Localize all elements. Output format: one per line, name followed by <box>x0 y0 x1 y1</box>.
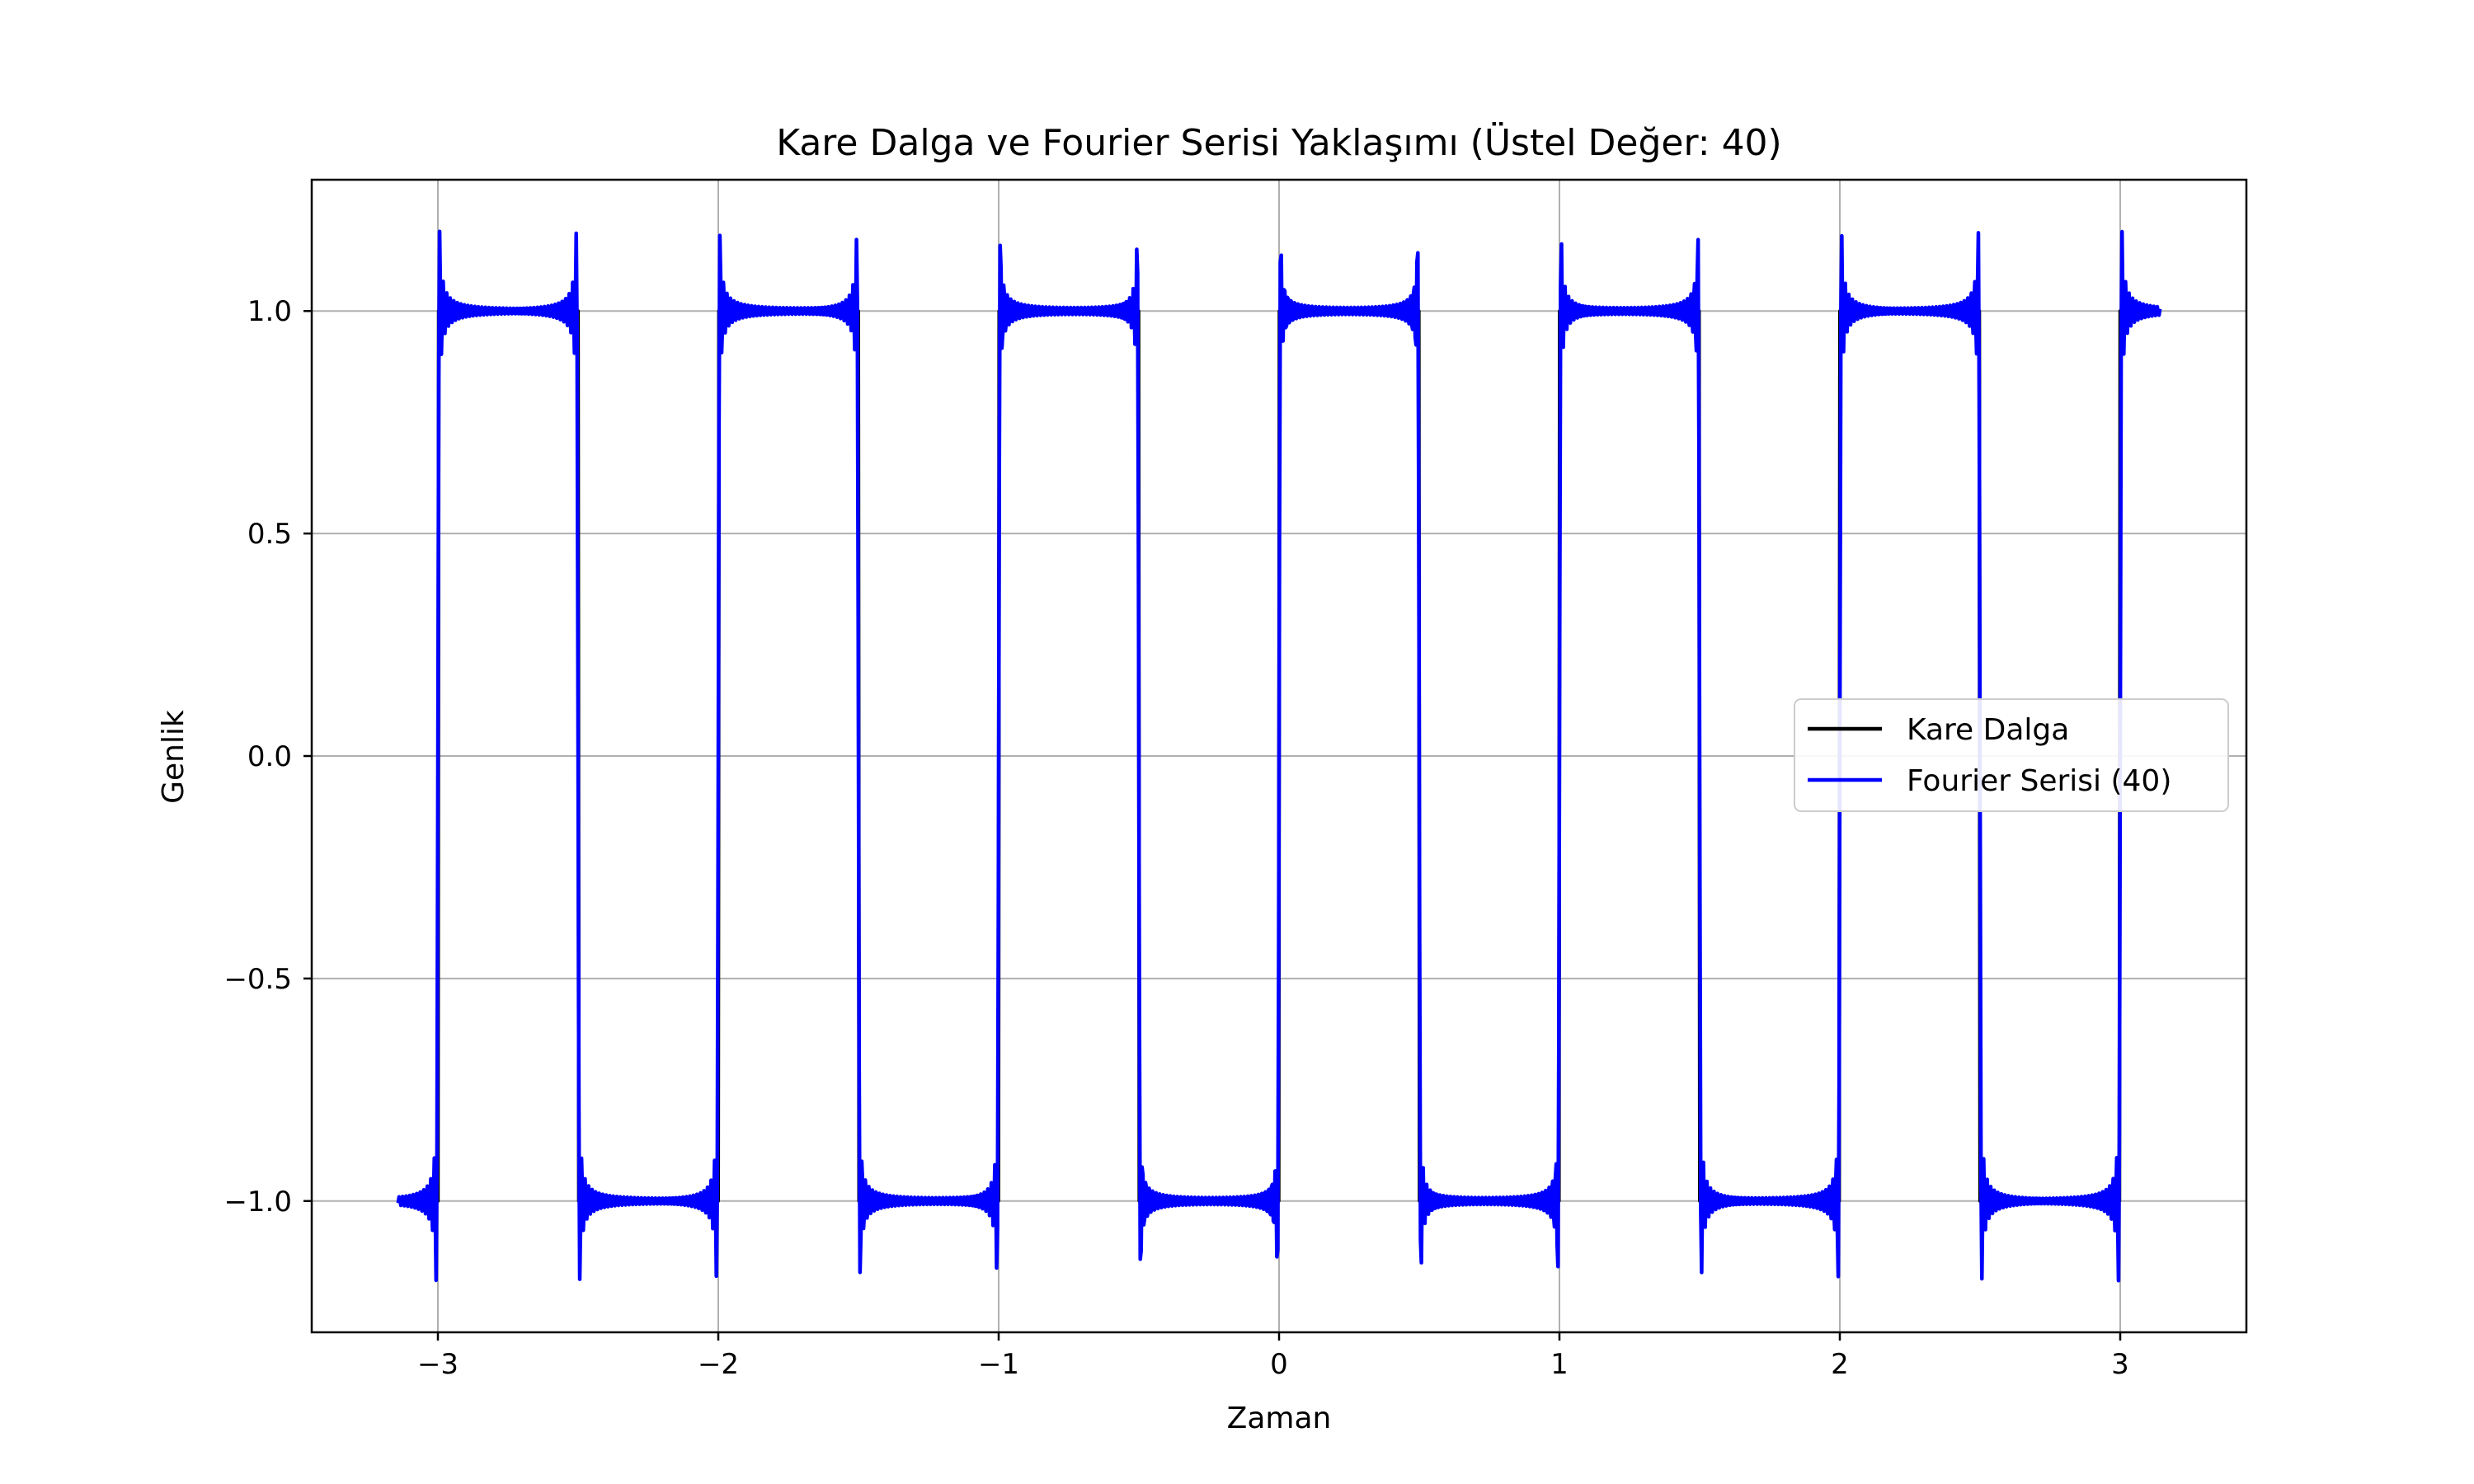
x-axis-ticks: −3 −2 −1 0 1 2 3 <box>417 1332 2129 1381</box>
x-tick-label: −1 <box>978 1348 1019 1381</box>
legend: Kare Dalga Fourier Serisi (40) <box>1794 698 2229 812</box>
y-tick-label: 0.5 <box>247 518 292 551</box>
y-tick-label: −1.0 <box>223 1186 292 1219</box>
y-axis-ticks: −1.0 −0.5 0.0 0.5 1.0 <box>223 295 312 1219</box>
x-tick-label: 3 <box>2111 1348 2129 1381</box>
chart-title: Kare Dalga ve Fourier Serisi Yaklaşımı (… <box>776 121 1781 164</box>
x-tick-label: −3 <box>417 1348 459 1381</box>
x-tick-label: 1 <box>1550 1348 1569 1381</box>
x-axis-title: Zaman <box>1227 1402 1332 1435</box>
y-axis-title: Genlik <box>157 710 190 804</box>
x-tick-label: −2 <box>698 1348 739 1381</box>
y-tick-label: −0.5 <box>223 963 292 996</box>
x-tick-label: 0 <box>1270 1348 1288 1381</box>
plot-lines <box>396 229 2162 1283</box>
legend-label-kare-dalga: Kare Dalga <box>1907 713 2069 747</box>
legend-box <box>1794 698 2229 812</box>
y-tick-label: 1.0 <box>247 295 292 328</box>
x-tick-label: 2 <box>1831 1348 1849 1381</box>
legend-label-fourier: Fourier Serisi (40) <box>1907 764 2171 798</box>
series-line-fourier <box>396 229 2162 1283</box>
y-tick-label: 0.0 <box>247 740 292 773</box>
